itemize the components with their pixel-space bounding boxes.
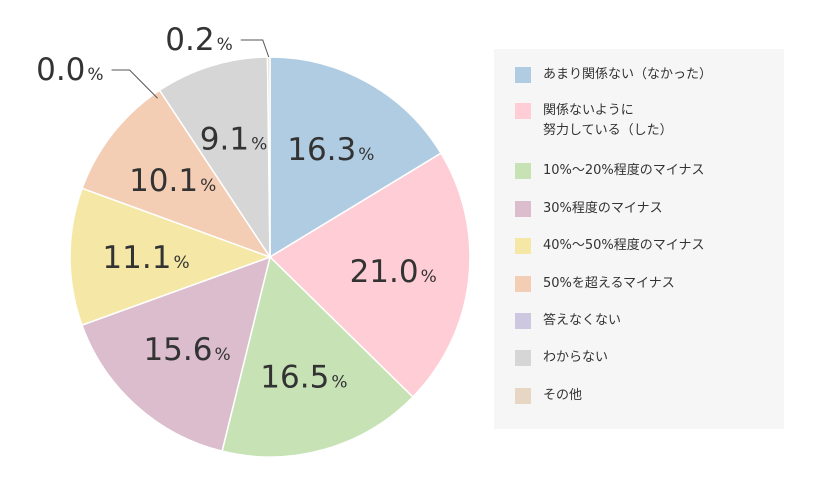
legend-label: 50%を超えるマイナス: [543, 276, 675, 291]
pie-slice: [268, 152, 471, 399]
slice-value-label: 0.2%: [165, 22, 232, 58]
legend-item-6: 50%を超えるマイナス: [515, 274, 675, 294]
slice-value-label: 16.5%: [260, 359, 347, 395]
pie-slice: [158, 56, 271, 260]
legend-swatch: [515, 201, 531, 217]
pie-slice: [69, 187, 273, 327]
legend-swatch: [515, 67, 531, 83]
legend-label: 10%～20%程度のマイナス: [543, 163, 705, 178]
slice-value-label: 0.0%: [36, 52, 103, 88]
pie-slice: [80, 255, 272, 453]
legend-item-7: 答えなくない: [515, 311, 621, 331]
legend-swatch: [515, 163, 531, 179]
legend-swatch: [515, 388, 531, 404]
pie-slices: [69, 56, 471, 458]
leader-line: [240, 39, 270, 58]
legend-item-8: わからない: [515, 348, 608, 368]
legend-item-1: あまり関係ない（なかった）: [515, 65, 712, 85]
pie-labels: 16.3 % 21.0 % 16.5 % 15.6 % 11.1 % 10.1 % 9.1 % 0.0 % 0.…: [36, 22, 437, 395]
legend-label: わからない: [543, 350, 609, 365]
legend-label: 30%程度のマイナス: [543, 201, 663, 216]
legend-swatch: [515, 103, 531, 119]
legend-item-4: 30%程度のマイナス: [515, 199, 663, 219]
legend-label: その他: [543, 388, 583, 403]
legend-label: 40%～50%程度のマイナス: [543, 238, 705, 253]
legend-item-2: 関係ないように 努力している（した）: [515, 101, 673, 141]
pie-slice: [221, 255, 414, 458]
leader-line: [111, 69, 158, 99]
slice-value-label: 10.1%: [129, 163, 216, 199]
slice-value-label: 16.3%: [287, 132, 374, 168]
legend-swatch: [515, 276, 531, 292]
legend-item-5: 40%～50%程度のマイナス: [515, 236, 705, 256]
legend-label: 答えなくない: [543, 313, 622, 328]
legend-swatch: [515, 238, 531, 254]
legend-swatch: [515, 350, 531, 366]
slice-value-label: 11.1%: [102, 240, 189, 276]
legend-label: 関係ないように 努力している（した）: [543, 103, 673, 138]
pie-slice: [81, 89, 272, 259]
legend-item-3: 10%～20%程度のマイナス: [515, 161, 705, 181]
legend-swatch: [515, 313, 531, 329]
legend: あまり関係ない（なかった） 関係ないように 努力している（した） 10%～20%…: [494, 49, 784, 429]
slice-value-label: 21.0%: [350, 254, 437, 290]
legend-label: あまり関係ない（なかった）: [543, 67, 713, 82]
slice-value-label: 9.1%: [200, 121, 267, 157]
pie-slice: [269, 56, 442, 259]
slice-value-label: 15.6%: [143, 332, 230, 368]
legend-item-9: その他: [515, 386, 582, 406]
